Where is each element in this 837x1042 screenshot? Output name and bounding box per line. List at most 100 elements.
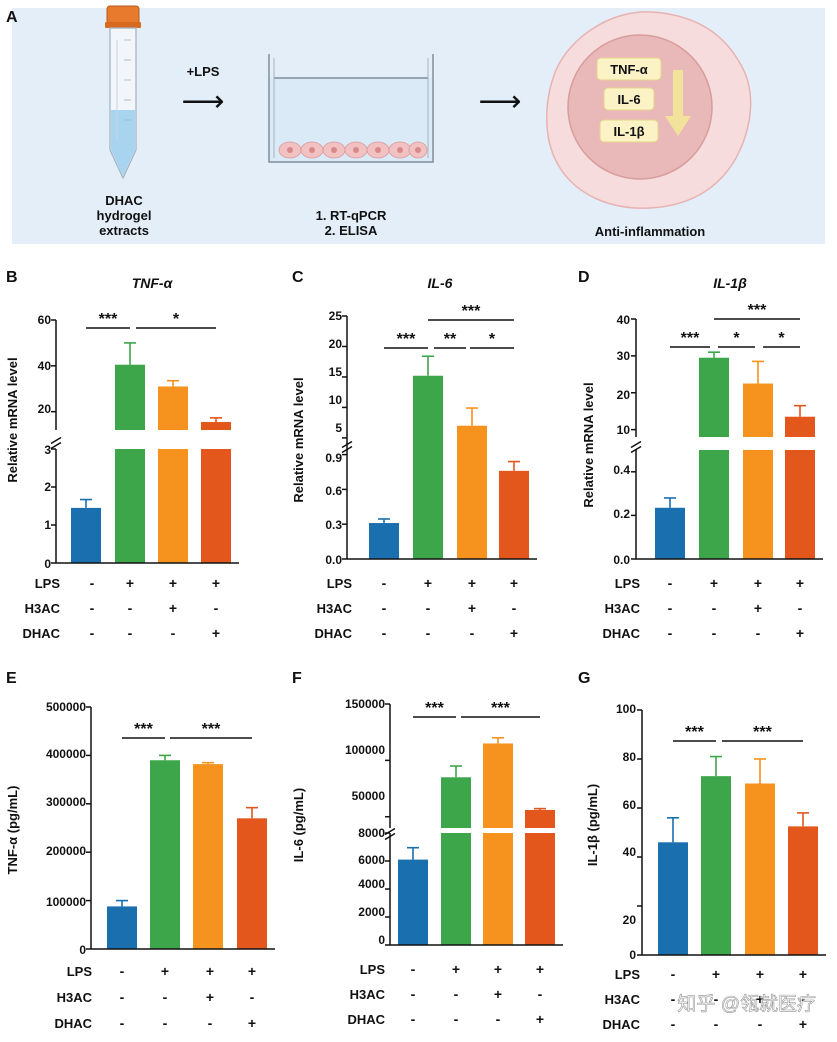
- panel-e-row-h3ac-label: H3AC: [57, 990, 93, 1005]
- panel-c-sig-3-label: ***: [462, 303, 481, 320]
- panel-g-row-lps-label: LPS: [615, 967, 641, 982]
- tube-label-line-2: hydrogel: [97, 208, 152, 223]
- panel-c-chart: C IL-6 Relative mRNA level 5 10 15 20 25…: [291, 269, 537, 567]
- panel-c-tick-upper-10: 10: [329, 393, 343, 407]
- panel-d-axis-break-mark-2: [630, 445, 642, 454]
- panel-e-row-lps-label: LPS: [67, 964, 93, 979]
- panel-f-sign-dhac-2: -: [496, 1011, 501, 1027]
- panel-b-sign-lps-0: -: [90, 575, 95, 591]
- panel-a-letter: A: [6, 9, 18, 26]
- panel-c-sign-h3ac-3: -: [512, 600, 517, 616]
- panel-b-bar-3-lower: [201, 449, 231, 563]
- panel-c-tick-lower-06: 0.6: [325, 484, 342, 498]
- panel-f-row-h3ac-label: H3AC: [350, 987, 386, 1002]
- panel-c-row-dhac-label: DHAC: [314, 626, 352, 641]
- panel-d-axis-break-mark-1: [630, 440, 642, 449]
- panel-e-bar-0-rect: [107, 906, 137, 949]
- panel-b-letter: B: [6, 269, 18, 286]
- panel-d-chart: D IL-1β Relative mRNA level 10 20 30 40 …: [578, 269, 823, 567]
- panel-b-bar-1-upper: [115, 364, 145, 430]
- panel-b-bar-2-upper: [158, 386, 188, 430]
- panel-g-sign-lps-2: +: [756, 966, 764, 982]
- panel-b-bar-2-lower: [158, 449, 188, 563]
- panel-c-tick-lower-03: 0.3: [325, 518, 342, 532]
- panel-b-condition-signs: - + + + - - + - - - - +: [90, 575, 220, 641]
- panel-g-tick-0: 0: [629, 948, 636, 962]
- cytokine-box-il6: IL-6: [603, 87, 655, 111]
- panel-e-sig-0-label: ***: [134, 721, 153, 738]
- panel-f-chart: F IL-6 (pg/mL) 50000 100000 150000 0 200…: [291, 670, 563, 947]
- panel-d-sign-h3ac-1: -: [712, 600, 717, 616]
- down-arrow-icon: [665, 70, 691, 136]
- watermark: 知乎 @瓴就医疗: [677, 993, 816, 1015]
- panel-g-bar-3-rect: [788, 826, 818, 955]
- panel-b-sign-h3ac-1: -: [128, 600, 133, 616]
- panel-b-chart: B TNF-α Relative mRNA level 20 40 60 0 1…: [5, 269, 239, 571]
- panel-c-bar-2-lower: [457, 443, 487, 559]
- panel-d-row-h3ac-label: H3AC: [605, 601, 641, 616]
- panel-e-sign-h3ac-3: -: [250, 989, 255, 1005]
- cytokine-label-tnf: TNF-α: [610, 62, 648, 77]
- assay-label-line-2: 2. ELISA: [325, 223, 378, 238]
- panel-e-tick-200000: 200000: [46, 844, 86, 858]
- panel-c-bar-2-upper: [457, 425, 487, 444]
- panel-e-row-dhac-label: DHAC: [54, 1016, 92, 1031]
- panel-b-bar-2: [158, 379, 188, 563]
- tube-label-line-3: extracts: [99, 223, 149, 238]
- panel-e-bar-2: [193, 761, 223, 949]
- panel-d-tick-upper-10: 10: [617, 423, 631, 437]
- panel-d-sign-h3ac-2: +: [754, 600, 762, 616]
- panel-f-sign-dhac-1: -: [454, 1011, 459, 1027]
- panel-b-tick-lower-3: 3: [44, 443, 51, 457]
- panel-e-letter: E: [6, 670, 17, 687]
- panel-d-bar-0: [655, 497, 685, 559]
- panel-b-sign-dhac-0: -: [90, 625, 95, 641]
- panel-c-row-h3ac-label: H3AC: [317, 601, 353, 616]
- panel-g-sign-h3ac-3: -: [801, 991, 806, 1007]
- panel-d-sig-3-label: ***: [748, 302, 767, 319]
- panel-c-sign-dhac-3: +: [510, 625, 518, 641]
- panel-d-tick-lower-02: 0.2: [613, 507, 630, 521]
- panel-b-bar-0-rect: [71, 507, 101, 563]
- panel-f-ylabel: IL-6 (pg/mL): [291, 788, 306, 862]
- panel-d-letter: D: [578, 269, 590, 286]
- panel-g-row-h3ac-label: H3AC: [605, 992, 641, 1007]
- panel-b-sign-h3ac-3: -: [214, 600, 219, 616]
- panel-c-tick-lower-09: 0.9: [325, 451, 342, 465]
- panel-d-sign-h3ac-3: -: [798, 600, 803, 616]
- panel-d-sig-2-label: *: [778, 330, 785, 347]
- panel-g-condition-signs: - + + + - - + - - - - +: [671, 966, 807, 1032]
- assay-label-line-1: 1. RT-qPCR: [316, 208, 387, 223]
- panel-b-bar-1-lower: [115, 449, 145, 563]
- panel-c-sign-lps-3: +: [510, 575, 518, 591]
- panel-b-sig-0-label: ***: [99, 311, 118, 328]
- panel-c-sign-dhac-0: -: [382, 625, 387, 641]
- panel-g-bar-1: [701, 755, 731, 955]
- panel-g-bar-3: [788, 812, 818, 955]
- panel-g-bar-0-rect: [658, 842, 688, 955]
- panel-c-sign-lps-1: +: [424, 575, 432, 591]
- panel-e-bar-1-rect: [150, 760, 180, 949]
- panel-b-sign-h3ac-2: +: [169, 600, 177, 616]
- panel-d-tick-lower-04: 0.4: [613, 463, 630, 477]
- panel-d-sign-dhac-1: -: [712, 625, 717, 641]
- panel-b-sign-h3ac-0: -: [90, 600, 95, 616]
- arrow-right-icon-2: ⟶: [478, 85, 521, 118]
- panel-b-tick-lower-0: 0: [44, 557, 51, 571]
- panel-d-bar-3-lower: [785, 450, 815, 559]
- panel-c-axis-break-mark-2: [341, 445, 353, 454]
- tube-label-line-1: DHAC: [105, 193, 143, 208]
- panel-g-tick-100: 100: [616, 702, 636, 716]
- panel-c-sig-1-label: **: [444, 331, 457, 348]
- panel-c-tick-upper-15: 15: [329, 365, 343, 379]
- panel-f-bar-2: [483, 737, 513, 945]
- panel-c-bar-1-lower: [413, 443, 443, 559]
- panel-c-bar-1-upper: [413, 375, 443, 444]
- panel-g-sign-dhac-1: -: [714, 1016, 719, 1032]
- panel-g-tick-80: 80: [623, 750, 637, 764]
- panel-d-tick-upper-20: 20: [617, 388, 631, 402]
- panel-b-bar-3: [201, 417, 231, 563]
- panel-e-bar-3: [237, 806, 267, 949]
- panel-e-tick-300000: 300000: [46, 795, 86, 809]
- panel-f-axis-break-mark-2: [384, 832, 396, 841]
